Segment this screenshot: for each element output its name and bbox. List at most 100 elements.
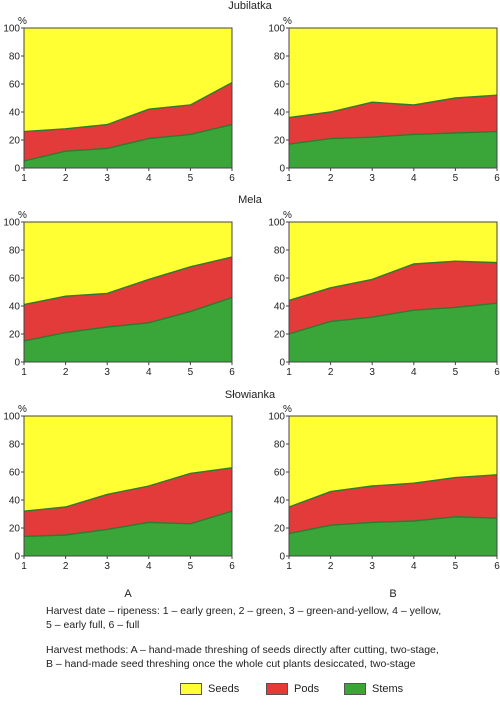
- x-tick-label-3-slowianka-b: 3: [369, 561, 375, 572]
- y-tick-label-60-mela-a: 60: [9, 274, 21, 285]
- chart-jubilatka-b: 0 20 40 60 80 100% 1 2 3 4 5 6: [268, 16, 500, 184]
- area-seeds-slowianka-b: [289, 416, 497, 507]
- x-tick-label-6-jubilatka-b: 6: [494, 173, 500, 184]
- boundary-stems-jubilatka-b: [288, 130, 498, 145]
- boundary-pods-mela-a: [23, 256, 233, 306]
- x-tick-label-2-mela-b: 2: [328, 367, 334, 378]
- x-tick-label-1-jubilatka-b: 1: [286, 173, 292, 184]
- y-axis-label-slowianka-b: %: [283, 404, 292, 415]
- plot-frame-jubilatka-a: [23, 27, 233, 169]
- x-tick-label-3-jubilatka-a: 3: [104, 173, 110, 184]
- caption-line-2: 5 – early full, 6 – full: [46, 619, 140, 631]
- x-tick-label-1-slowianka-a: 1: [21, 561, 27, 572]
- y-tick-label-60-slowianka-a: 60: [9, 468, 21, 479]
- area-pods-mela-a: [24, 257, 232, 341]
- y-tick-label-20-jubilatka-a: 20: [9, 136, 21, 147]
- y-axis-label-mela-a: %: [18, 210, 27, 221]
- x-tick-label-3-jubilatka-b: 3: [369, 173, 375, 184]
- group-title-jubilatka: Jubilatka: [228, 0, 272, 12]
- x-tick-label-4-mela-b: 4: [411, 367, 417, 378]
- x-tick-label-6-mela-a: 6: [229, 367, 235, 378]
- y-tick-label-60-mela-b: 60: [274, 274, 286, 285]
- area-pods-jubilatka-a: [24, 82, 232, 161]
- x-tick-label-1-mela-b: 1: [286, 367, 292, 378]
- y-tick-label-0-jubilatka-b: 0: [279, 164, 285, 175]
- chart-slowianka-b: 0 20 40 60 80 100% 1 2 3 4 5 6: [268, 404, 500, 572]
- plot-frame-jubilatka-b: [288, 27, 498, 169]
- legend-swatch-seeds: [180, 683, 202, 695]
- x-tick-label-3-slowianka-a: 3: [104, 561, 110, 572]
- legend-swatch-stems: [344, 683, 366, 695]
- boundary-pods-mela-b: [288, 260, 498, 302]
- x-tick-label-4-jubilatka-a: 4: [146, 173, 152, 184]
- y-axis-label-jubilatka-b: %: [283, 16, 292, 27]
- y-tick-label-60-slowianka-b: 60: [274, 468, 286, 479]
- legend-label-stems: Stems: [372, 683, 404, 695]
- y-tick-label-0-mela-a: 0: [14, 358, 20, 369]
- method-label-b: B: [389, 588, 396, 600]
- x-tick-label-3-mela-b: 3: [369, 367, 375, 378]
- x-tick-label-5-mela-a: 5: [188, 367, 194, 378]
- legend-swatch-pods: [266, 683, 288, 695]
- y-axis-label-mela-b: %: [283, 210, 292, 221]
- y-tick-label-60-jubilatka-b: 60: [274, 80, 286, 91]
- area-seeds-mela-a: [24, 222, 232, 305]
- area-seeds-jubilatka-b: [289, 28, 497, 118]
- x-tick-label-2-jubilatka-a: 2: [63, 173, 69, 184]
- y-tick-label-20-slowianka-a: 20: [9, 524, 21, 535]
- y-tick-label-20-mela-a: 20: [9, 330, 21, 341]
- area-stems-slowianka-b: [289, 516, 497, 556]
- area-pods-jubilatka-b: [289, 95, 497, 145]
- chart-mela-a: 0 20 40 60 80 100% 1 2 3 4 5 6: [3, 210, 235, 378]
- caption-line-4: B – hand-made seed threshing once the wh…: [46, 658, 416, 670]
- y-tick-label-60-jubilatka-a: 60: [9, 80, 21, 91]
- harvest-methods-caption: Harvest methods: A – hand-made threshing…: [46, 643, 496, 671]
- area-stems-mela-b: [289, 303, 497, 362]
- plot-frame-slowianka-a: [23, 415, 233, 557]
- harvest-date-caption: Harvest date – ripeness: 1 – early green…: [46, 604, 496, 632]
- y-tick-label-100-jubilatka-b: 100: [268, 24, 285, 35]
- y-tick-label-80-jubilatka-b: 80: [274, 52, 286, 63]
- y-tick-label-0-slowianka-b: 0: [279, 552, 285, 563]
- area-stems-slowianka-a: [24, 511, 232, 556]
- boundary-stems-slowianka-b: [288, 516, 498, 535]
- y-tick-label-100-slowianka-b: 100: [268, 412, 285, 423]
- y-tick-label-20-mela-b: 20: [274, 330, 286, 341]
- caption-line-1: Harvest date – ripeness: 1 – early green…: [46, 605, 442, 617]
- y-tick-label-80-jubilatka-a: 80: [9, 52, 21, 63]
- x-tick-label-4-slowianka-a: 4: [146, 561, 152, 572]
- boundary-pods-jubilatka-b: [288, 94, 498, 119]
- y-tick-label-0-jubilatka-a: 0: [14, 164, 20, 175]
- plot-frame-mela-a: [23, 221, 233, 363]
- x-tick-label-5-slowianka-a: 5: [188, 561, 194, 572]
- y-tick-label-100-jubilatka-a: 100: [3, 24, 20, 35]
- boundary-stems-jubilatka-a: [23, 123, 233, 162]
- x-tick-label-5-mela-b: 5: [453, 367, 459, 378]
- x-tick-label-6-slowianka-b: 6: [494, 561, 500, 572]
- boundary-pods-jubilatka-a: [23, 81, 233, 133]
- y-tick-label-0-slowianka-a: 0: [14, 552, 20, 563]
- y-axis-label-jubilatka-a: %: [18, 16, 27, 27]
- y-tick-label-40-jubilatka-a: 40: [9, 108, 21, 119]
- y-tick-label-40-jubilatka-b: 40: [274, 108, 286, 119]
- legend-label-pods: Pods: [294, 683, 320, 695]
- y-tick-label-80-slowianka-a: 80: [9, 440, 21, 451]
- boundary-stems-slowianka-a: [23, 510, 233, 538]
- x-tick-label-4-jubilatka-b: 4: [411, 173, 417, 184]
- group-title-slowianka: Słowianka: [225, 389, 276, 401]
- y-axis-label-slowianka-a: %: [18, 404, 27, 415]
- x-tick-label-6-slowianka-a: 6: [229, 561, 235, 572]
- plot-frame-mela-b: [288, 221, 498, 363]
- area-seeds-slowianka-a: [24, 416, 232, 512]
- y-tick-label-100-slowianka-a: 100: [3, 412, 20, 423]
- area-stems-mela-a: [24, 297, 232, 362]
- area-pods-slowianka-a: [24, 467, 232, 537]
- x-tick-label-2-slowianka-b: 2: [328, 561, 334, 572]
- x-tick-label-1-slowianka-b: 1: [286, 561, 292, 572]
- caption-line-3: Harvest methods: A – hand-made threshing…: [46, 644, 439, 656]
- chart-mela-b: 0 20 40 60 80 100% 1 2 3 4 5 6: [268, 210, 500, 378]
- area-stems-jubilatka-b: [289, 131, 497, 168]
- x-tick-label-4-slowianka-b: 4: [411, 561, 417, 572]
- legend-label-seeds: Seeds: [208, 683, 240, 695]
- boundary-stems-mela-a: [23, 296, 233, 342]
